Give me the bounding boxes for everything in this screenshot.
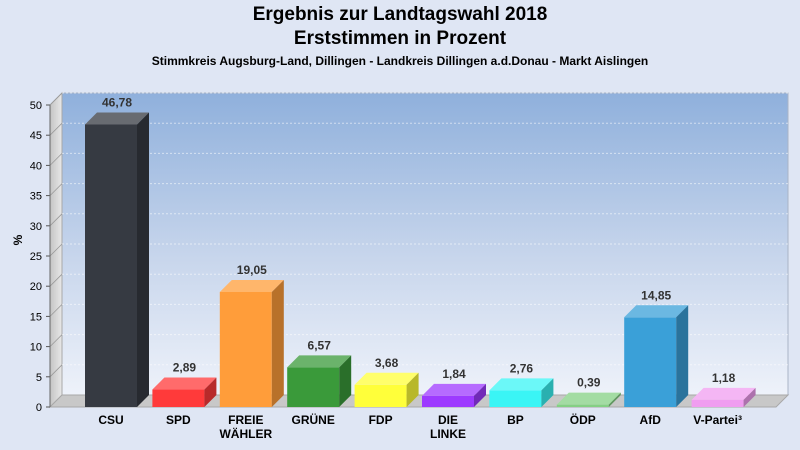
- bar-front: [85, 124, 137, 408]
- bar-top: [489, 378, 554, 391]
- bar-value-label: 14,85: [641, 288, 671, 302]
- y-tick-label: 50: [30, 100, 42, 112]
- y-axis-label: %: [11, 234, 25, 245]
- x-tick-label: V-Partei³: [693, 413, 742, 427]
- y-tick-label: 10: [30, 342, 42, 354]
- gridline-side: [49, 273, 63, 287]
- y-tick-label: 30: [30, 221, 42, 233]
- chart-title: Ergebnis zur Landtagswahl 2018: [252, 4, 548, 25]
- bar-side: [406, 372, 419, 407]
- x-tick-label: GRÜNE: [292, 412, 335, 427]
- bar-side: [271, 279, 284, 407]
- bar-side: [474, 383, 486, 407]
- x-tick-label: ÖDP: [570, 412, 596, 427]
- x-tick-label: SPD: [166, 413, 191, 427]
- bar-value-label: 1,84: [442, 367, 466, 381]
- bar-value-label: 3,68: [375, 356, 399, 370]
- gridline-side: [49, 153, 63, 166]
- x-tick-label: DIE: [438, 413, 458, 427]
- bar-top: [85, 112, 149, 125]
- x-tick-label: BP: [507, 413, 524, 427]
- y-tick-label: 15: [30, 311, 42, 323]
- chart-title-2: Erststimmen in Prozent: [293, 28, 507, 49]
- gridline-side: [49, 122, 63, 136]
- bar-top: [422, 383, 486, 396]
- bar-front: [152, 389, 205, 407]
- bar-top: [152, 377, 217, 390]
- bar-side: [676, 305, 689, 407]
- gridline-side: [49, 364, 63, 378]
- x-tick-label: CSU: [98, 413, 123, 427]
- bar-value-label: 2,89: [173, 361, 197, 375]
- bar-front: [691, 399, 744, 407]
- y-tick-label: 35: [30, 191, 42, 203]
- bar-front: [556, 404, 609, 407]
- bar-front: [287, 367, 340, 407]
- bar-front: [354, 384, 407, 407]
- bar-top: [287, 355, 352, 368]
- bar-top: [354, 372, 419, 385]
- bar-side: [743, 387, 756, 407]
- bar-front: [624, 317, 677, 407]
- bar-value-label: 19,05: [237, 263, 267, 277]
- x-tick-label: AfD: [640, 413, 662, 427]
- gridline-side: [49, 92, 63, 106]
- x-tick-label: LINKE: [430, 427, 466, 441]
- bar-side: [204, 377, 217, 407]
- gridline-side: [49, 243, 63, 257]
- chart-subtitle: Stimmkreis Augsburg-Land, Dillingen - La…: [151, 54, 649, 68]
- bar-value-label: 0,39: [577, 376, 601, 390]
- x-tick-label: FREIE: [228, 413, 263, 427]
- bar-front: [422, 395, 474, 407]
- bar-value-label: 46,78: [102, 95, 132, 109]
- bar-front: [489, 390, 542, 407]
- y-tick-label: 45: [30, 130, 42, 142]
- bar-side: [339, 355, 352, 407]
- gridline-side: [49, 334, 63, 347]
- bar-value-label: 6,57: [308, 338, 332, 352]
- bar-side: [137, 112, 149, 408]
- y-tick-label: 40: [30, 160, 42, 172]
- bar-front: [219, 291, 272, 407]
- gridline-side: [49, 183, 63, 196]
- bar-top: [219, 279, 284, 292]
- bar-top: [556, 392, 621, 405]
- y-tick-label: 25: [30, 251, 42, 263]
- bar-side: [541, 378, 554, 407]
- bar-side: [608, 392, 621, 407]
- bar-top: [691, 387, 756, 400]
- gridline-side: [49, 304, 63, 317]
- x-tick-label: WÄHLER: [219, 426, 272, 441]
- y-tick-label: 20: [30, 281, 42, 293]
- bar-top: [624, 305, 689, 318]
- bar-value-label: 2,76: [510, 361, 534, 375]
- y-tick-label: 5: [36, 372, 42, 384]
- bar-value-label: 1,18: [712, 371, 736, 385]
- gridline-side: [49, 213, 63, 227]
- y-tick-label: 0: [36, 402, 42, 414]
- x-tick-label: FDP: [369, 413, 393, 427]
